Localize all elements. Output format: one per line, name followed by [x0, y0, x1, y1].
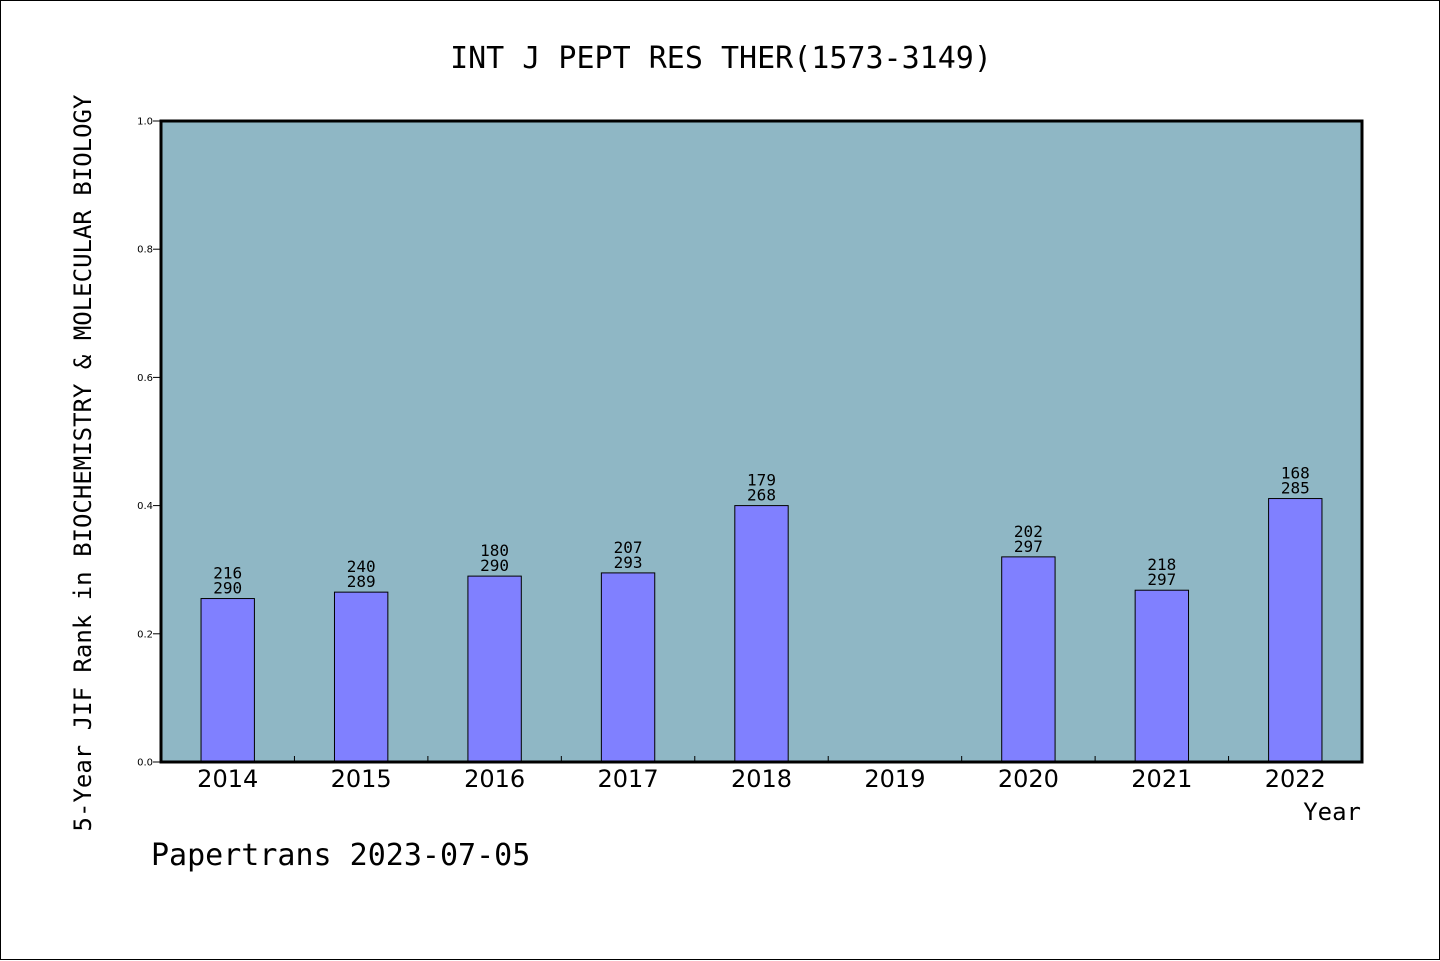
bar-rank-label: 179 — [747, 471, 776, 490]
bar-total-label: 268 — [747, 486, 776, 505]
bar-total-label: 290 — [480, 556, 509, 575]
bar-series — [200, 498, 1323, 763]
bar-rank-label: 202 — [1014, 522, 1043, 541]
bar-2017 — [600, 572, 656, 763]
x-tick-label: 2021 — [1131, 765, 1192, 793]
x-tick-label: 2019 — [864, 765, 925, 793]
x-axis-ticks: 2014 2015 2016 2017 2018 2019 2020 2021 2022 — [197, 756, 1326, 793]
bar-total-label: 285 — [1281, 479, 1310, 498]
bar-rank-label: 218 — [1147, 555, 1176, 574]
x-tick-label: 2015 — [331, 765, 392, 793]
bar-rank-label: 240 — [347, 557, 376, 576]
x-tick-label: 2014 — [197, 765, 258, 793]
bar-total-label: 290 — [213, 579, 242, 598]
plot-frame — [159, 119, 1364, 764]
x-tick-label: 2022 — [1265, 765, 1326, 793]
x-tick-label: 2020 — [998, 765, 1059, 793]
bar-2022 — [1268, 498, 1323, 763]
bar-rank-label: 216 — [213, 564, 242, 583]
y-tick-label: 0.8 — [137, 245, 153, 256]
bar-2021 — [1134, 589, 1190, 763]
y-tick-label: 0.6 — [137, 373, 153, 384]
y-tick-label: 1.0 — [137, 117, 153, 128]
y-axis-ticks: 0.0 0.2 0.4 0.6 0.8 1.0 — [137, 117, 161, 769]
bar-rank-label: 180 — [480, 541, 509, 560]
bar-total-label: 289 — [347, 572, 376, 591]
x-tick-label: 2018 — [731, 765, 792, 793]
chart-title: INT J PEPT RES THER(1573-3149) — [450, 41, 992, 76]
y-tick-label: 0.0 — [137, 758, 153, 769]
x-axis-label: Year — [1303, 798, 1361, 826]
x-tick-label: 2017 — [598, 765, 659, 793]
bar-labels: 2162902402891802902072931792682022972182… — [213, 464, 1309, 598]
bar-total-label: 297 — [1014, 537, 1043, 556]
bar-2016 — [467, 575, 522, 763]
bar-total-label: 293 — [614, 553, 643, 572]
y-tick-label: 0.4 — [137, 501, 153, 512]
bar-2015 — [333, 591, 389, 763]
bar-2018 — [734, 505, 789, 763]
x-tick-label: 2016 — [464, 765, 525, 793]
watermark-text: Papertrans 2023-07-05 — [151, 838, 530, 873]
bar-2020 — [1001, 556, 1056, 763]
y-tick-label: 0.2 — [137, 629, 153, 640]
bar-total-label: 297 — [1147, 570, 1176, 589]
y-axis-label: 5-Year JIF Rank in BIOCHEMISTRY & MOLECU… — [69, 94, 97, 831]
bar-2014 — [200, 598, 255, 763]
bar-rank-label: 207 — [614, 538, 643, 557]
bar-rank-label: 168 — [1281, 464, 1310, 483]
